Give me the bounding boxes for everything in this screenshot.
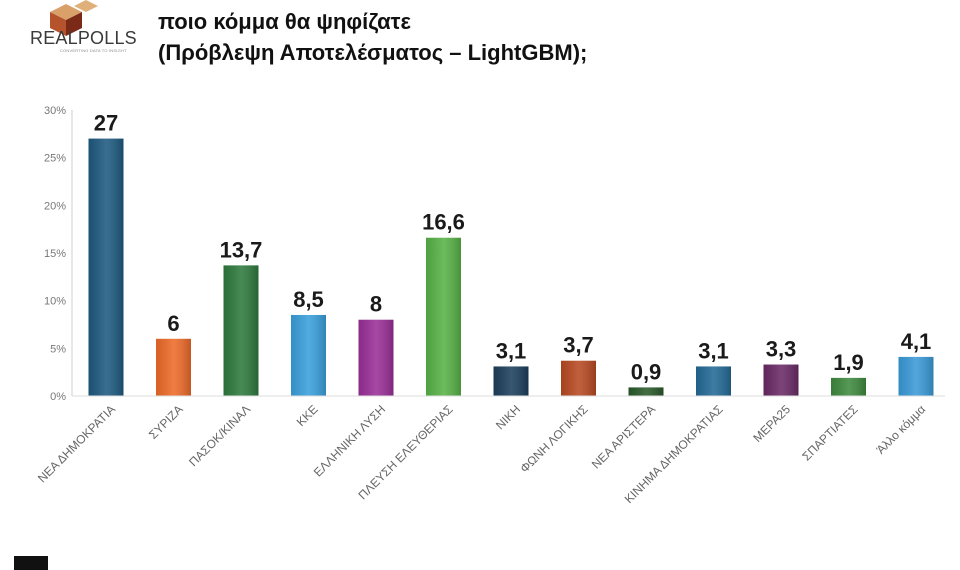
corner-logo-fragment <box>14 556 48 570</box>
bar-shading <box>561 360 596 396</box>
bars <box>88 138 934 396</box>
data-label: 0,9 <box>631 359 662 384</box>
logo-tagline: CONVERTING DATA TO INSIGHT <box>60 48 127 53</box>
bar-shading <box>426 237 461 396</box>
realpolls-logo <box>50 0 98 36</box>
x-tick-label: ΕΛΛΗΝΙΚΗ ΛΥΣΗ <box>311 402 388 479</box>
y-axis: 0% 5% 10% 15% 20% 25% 30% <box>44 105 73 403</box>
x-tick-label: ΝΙΚΗ <box>493 402 523 432</box>
bar-shading <box>493 366 529 396</box>
bar-shading <box>628 387 664 396</box>
data-label: 6 <box>167 311 179 336</box>
bar-shading <box>696 366 731 396</box>
x-tick-label: ΝΕΑ ΑΡΙΣΤΕΡΑ <box>589 402 658 471</box>
x-tick-label: ΣΥΡΙΖΑ <box>146 402 186 442</box>
x-tick-label: ΝΕΑ ΔΗΜΟΚΡΑΤΙΑ <box>35 402 118 485</box>
bar-shading <box>763 364 799 396</box>
bar-shading <box>223 265 259 396</box>
value-labels: 27 6 13,7 8,5 8 16,6 3,1 3,7 0,9 3,1 3,3 1,9 4,1 <box>94 111 932 385</box>
logo-wordmark: REALPOLLS <box>30 28 137 48</box>
y-tick-label: 0% <box>50 391 66 403</box>
bar-shading <box>898 356 934 396</box>
bar-shading <box>88 138 124 396</box>
x-tick-label: ΜΕΡΑ25 <box>750 402 793 445</box>
bar-shading <box>291 314 326 396</box>
y-tick-label: 5% <box>50 343 66 355</box>
y-tick-label: 30% <box>44 105 66 117</box>
data-label: 1,9 <box>833 350 864 375</box>
data-label: 3,7 <box>563 333 594 358</box>
chart-title: ποιο κόμμα θα ψηφίζατε (Πρόβλεψη Αποτελέ… <box>158 6 587 68</box>
data-label: 8 <box>370 292 382 317</box>
data-label: 8,5 <box>293 287 324 312</box>
y-tick-label: 20% <box>44 200 66 212</box>
x-tick-label: ΣΠΑΡΤΙΑΤΕΣ <box>799 402 860 463</box>
bar-shading <box>831 377 866 396</box>
x-tick-label: Άλλο κόμμα <box>874 402 929 457</box>
x-tick-label: ΚΚΕ <box>294 402 321 429</box>
data-label: 4,1 <box>901 329 932 354</box>
data-label: 3,1 <box>496 338 527 363</box>
y-tick-label: 10% <box>44 296 66 308</box>
data-label: 3,1 <box>698 338 729 363</box>
bar-shading <box>156 338 191 396</box>
y-tick-label: 15% <box>44 248 66 260</box>
title-line-1: ποιο κόμμα θα ψηφίζατε <box>158 9 411 34</box>
x-axis: ΝΕΑ ΔΗΜΟΚΡΑΤΙΑ ΣΥΡΙΖΑ ΠΑΣΟΚ/ΚΙΝΑΛ ΚΚΕΕΛΛΗΝΙ… <box>35 395 945 506</box>
data-label: 16,6 <box>422 210 465 235</box>
x-tick-label: ΠΑΣΟΚ/ΚΙΝΑΛ <box>186 402 253 469</box>
data-label: 27 <box>94 111 118 136</box>
bar-shading <box>358 319 394 396</box>
data-label: 3,3 <box>766 337 797 362</box>
x-tick-label: ΦΩΝΗ ΛΟΓΙΚΗΣ <box>517 402 590 475</box>
data-label: 13,7 <box>220 237 263 262</box>
y-tick-label: 25% <box>44 153 66 165</box>
title-line-2: (Πρόβλεψη Αποτελέσματος – LightGBM); <box>158 40 588 65</box>
